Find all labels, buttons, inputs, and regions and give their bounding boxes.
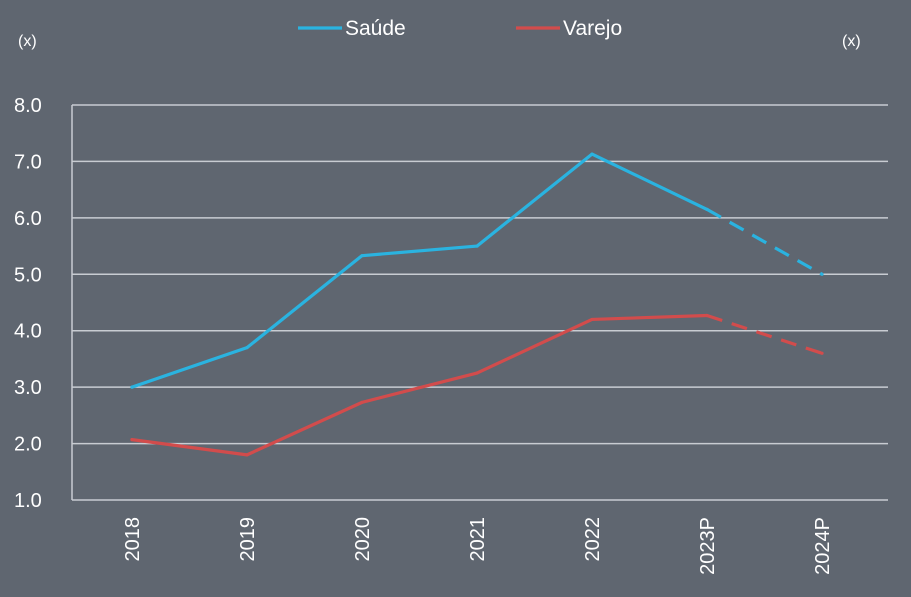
legend: Saúde Varejo [298,17,622,40]
data-point [130,438,134,442]
series-lines [130,152,824,457]
y-tick-label: 4.0 [14,321,42,343]
grid-lines [72,104,888,501]
data-point [590,152,594,156]
series-line-varejo [130,313,709,457]
data-point [360,254,364,258]
data-point [475,371,479,375]
data-point [705,313,709,318]
y-axis-ticks: 1.0 2.0 3.0 4.0 5.0 6.0 7.0 8.0 [14,95,42,512]
x-axis-ticks: 2018 2019 2020 2021 2022 2023P 2024P [122,517,834,575]
legend-label: Saúde [345,17,406,40]
data-point [820,272,824,276]
data-point [130,385,134,389]
y-tick-label: 5.0 [14,264,42,286]
legend-label: Varejo [563,17,622,40]
y-tick-label: 3.0 [14,377,42,399]
x-tick-label: 2020 [352,517,374,562]
y-tick-label: 2.0 [14,434,42,456]
data-point [360,400,364,404]
x-tick-label: 2022 [582,517,604,562]
series-line-saude [130,152,709,389]
x-tick-label: 2023P [697,517,719,575]
x-tick-label: 2021 [467,517,489,562]
data-point [705,207,709,211]
series-projection-saude [706,207,823,276]
data-point [820,351,824,355]
data-point [245,453,249,457]
data-point [590,317,594,322]
x-tick-label: 2018 [122,517,144,562]
x-tick-label: 2024P [812,517,834,575]
data-point [245,346,249,350]
y-unit-left: (x) [18,33,37,50]
y-tick-label: 7.0 [14,151,42,173]
y-tick-label: 6.0 [14,208,42,230]
series-projection-varejo [706,313,823,355]
y-tick-label: 1.0 [14,490,42,512]
y-tick-label: 8.0 [14,95,42,117]
x-tick-label: 2019 [237,517,259,562]
y-unit-right: (x) [842,33,861,50]
data-point [475,244,479,248]
